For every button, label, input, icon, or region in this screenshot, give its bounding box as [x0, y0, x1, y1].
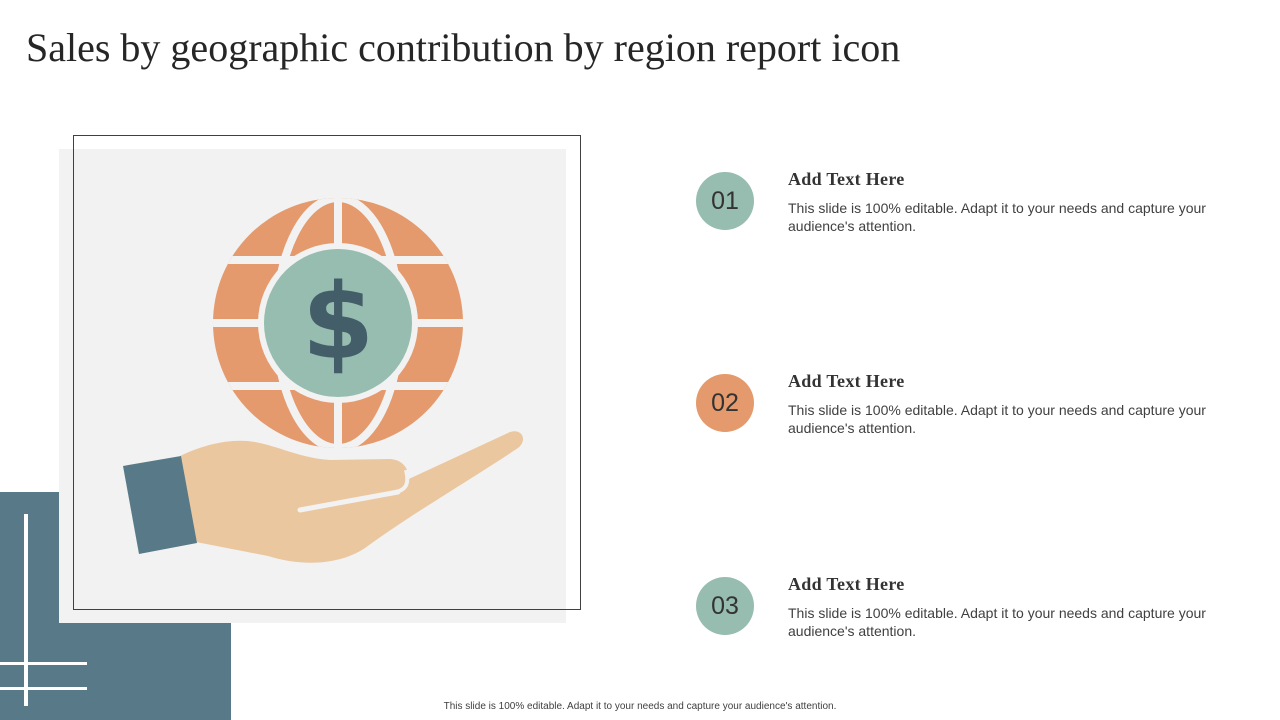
number-badge: 03	[696, 577, 754, 635]
globe-icon	[213, 198, 463, 448]
item-heading: Add Text Here	[788, 574, 905, 594]
item-heading: Add Text Here	[788, 169, 905, 189]
item-heading: Add Text Here	[788, 371, 905, 391]
list-item-03: 03 Add Text Here This slide is 100% edit…	[696, 574, 1256, 657]
dollar-sign-icon: $	[302, 261, 374, 383]
decorative-vertical-line	[24, 514, 28, 706]
list-item-01: 01 Add Text Here This slide is 100% edit…	[696, 169, 1256, 252]
decorative-horizontal-line	[0, 662, 87, 665]
hand-holding-globe-dollar-icon: $	[123, 198, 524, 563]
slide-title: Sales by geographic contribution by regi…	[26, 25, 901, 70]
item-description: This slide is 100% editable. Adapt it to…	[788, 200, 1206, 234]
number-badge: 02	[696, 374, 754, 432]
icon-outline-frame	[73, 135, 581, 610]
item-description: This slide is 100% editable. Adapt it to…	[788, 605, 1206, 639]
decorative-horizontal-line	[0, 687, 87, 690]
item-description: This slide is 100% editable. Adapt it to…	[788, 402, 1206, 436]
hand-icon	[123, 431, 524, 563]
footer-note: This slide is 100% editable. Adapt it to…	[443, 701, 837, 712]
number-badge: 01	[696, 172, 754, 230]
list-item-02: 02 Add Text Here This slide is 100% edit…	[696, 371, 1256, 454]
sleeve-cuff	[123, 456, 197, 554]
